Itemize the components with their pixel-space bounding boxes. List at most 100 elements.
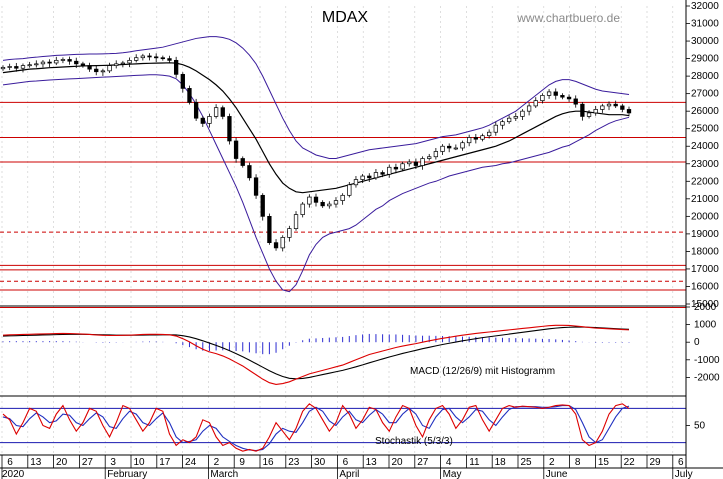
candle-body [367, 175, 372, 179]
candle-body [353, 179, 359, 186]
macd-label: MACD (12/26/9) mit Histogramm [410, 366, 555, 377]
x-tick-label: 8 [575, 457, 581, 468]
candle-body [207, 116, 212, 124]
candle-body [413, 161, 419, 166]
y-tick-label: 27000 [691, 89, 719, 100]
y-tick-label: 21000 [691, 194, 719, 205]
candle-body [453, 147, 459, 150]
x-month-label: May [443, 469, 462, 479]
candle-body [300, 203, 305, 215]
candle-body [327, 203, 332, 207]
y-tick-label: 22000 [691, 176, 719, 187]
candle-body [447, 145, 452, 149]
candle-body [400, 163, 405, 170]
x-tick-label: 13 [30, 457, 42, 468]
y-tick-label: 2000 [694, 302, 717, 313]
candle-body [247, 165, 252, 179]
x-tick-label: 23 [288, 457, 300, 468]
y-tick-label: 23000 [691, 159, 719, 170]
candle-body [320, 201, 325, 207]
chart-title: MDAX [322, 9, 369, 26]
candle-body [280, 237, 285, 249]
candle-body [620, 105, 625, 110]
candle-body [253, 177, 259, 196]
candle-body [173, 59, 179, 75]
x-tick-label: 13 [366, 457, 378, 468]
x-month-label: June [546, 469, 568, 479]
x-tick-label: 4 [446, 457, 452, 468]
candle-body [34, 63, 39, 66]
candle-body [593, 109, 598, 114]
candle-body [460, 142, 465, 149]
bollinger-middle [2, 62, 630, 194]
candle-body [546, 91, 552, 96]
candle-body [233, 140, 239, 159]
candle-body [526, 105, 532, 112]
candle-body [480, 135, 485, 140]
stochastic-label: Stochastik (5/3/3) [375, 436, 453, 447]
y-tick-label: 1000 [694, 320, 717, 331]
y-tick-label: 29000 [691, 54, 719, 65]
y-tick-label: 18000 [691, 246, 719, 257]
x-tick-label: 10 [133, 457, 145, 468]
y-tick-label: 25000 [691, 124, 719, 135]
y-tick-label: 17000 [691, 264, 719, 275]
x-month-label: February [107, 469, 147, 479]
bollinger-upper [2, 36, 630, 160]
x-tick-label: 15 [598, 457, 610, 468]
candle-body [393, 166, 399, 170]
candle-body [180, 74, 185, 89]
x-tick-label: 6 [343, 457, 349, 468]
x-tick-label: 6 [678, 457, 684, 468]
stochastic-k-line [2, 403, 630, 452]
candle-body [493, 124, 498, 133]
candle-body [307, 196, 312, 205]
y-tick-label: 24000 [691, 141, 719, 152]
candle-body [580, 103, 585, 117]
x-month-label: April [339, 469, 359, 479]
bollinger-lower [2, 74, 630, 293]
candle-body [100, 70, 106, 73]
y-tick-label: 32000 [691, 1, 719, 12]
candle-body [407, 161, 412, 165]
candle-body [626, 109, 632, 114]
x-tick-label: 25 [520, 457, 532, 468]
candle-body [14, 66, 19, 69]
candle-body [20, 65, 26, 69]
candle-body [500, 121, 505, 126]
x-tick-label: 3 [110, 457, 116, 468]
x-tick-label: 2 [214, 457, 220, 468]
x-tick-label: 16 [262, 457, 274, 468]
candle-body [520, 110, 525, 117]
candle-body [467, 137, 472, 144]
price-panel [0, 36, 632, 293]
macd-panel [2, 324, 630, 385]
candle-body [120, 62, 126, 65]
candle-body [114, 63, 119, 66]
y-tick-label: 19000 [691, 229, 719, 240]
candle-body [127, 59, 132, 64]
candle-body [287, 228, 292, 238]
candle-body [0, 67, 6, 70]
candle-body [147, 55, 152, 58]
x-axis: 6 13 20 27 3 10 17 24 2 9 16 23 30 6 13 20 27 4 11 18 25 2 8 15… [1, 455, 693, 479]
candle-body [613, 103, 618, 107]
candle-body [167, 58, 172, 61]
candle-body [160, 57, 165, 60]
y-tick-label: 31000 [691, 19, 719, 30]
candle-body [267, 216, 272, 243]
candle-body [313, 196, 319, 203]
candle-body [333, 200, 339, 205]
candle-body [360, 175, 365, 180]
candle-body [260, 194, 265, 217]
x-tick-label: 17 [159, 457, 171, 468]
candle-body [540, 95, 545, 102]
y-tick-label: 15000 [691, 299, 719, 310]
watermark: www.chartbuero.de [516, 11, 620, 25]
candle-body [600, 105, 605, 110]
stochastic-panel [0, 403, 686, 452]
candle-body [347, 184, 352, 196]
candle-body [87, 65, 92, 70]
candle-body [340, 194, 345, 201]
x-tick-label: 18 [495, 457, 507, 468]
